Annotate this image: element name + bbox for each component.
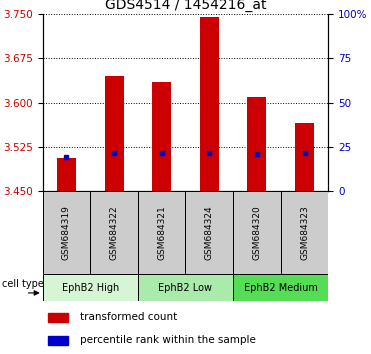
Text: GSM684322: GSM684322 xyxy=(109,205,119,260)
Bar xyxy=(138,191,186,274)
Bar xyxy=(48,313,68,322)
Text: transformed count: transformed count xyxy=(80,312,177,322)
Text: cell type: cell type xyxy=(2,279,44,289)
Bar xyxy=(233,274,328,301)
Bar xyxy=(200,17,219,191)
Title: GDS4514 / 1454216_at: GDS4514 / 1454216_at xyxy=(105,0,266,12)
Bar xyxy=(152,82,171,191)
Bar xyxy=(105,76,124,191)
Text: EphB2 Medium: EphB2 Medium xyxy=(244,282,318,293)
Text: GSM684320: GSM684320 xyxy=(252,205,262,260)
Bar xyxy=(43,274,138,301)
Text: GSM684321: GSM684321 xyxy=(157,205,166,260)
Text: GSM684323: GSM684323 xyxy=(300,205,309,260)
Text: percentile rank within the sample: percentile rank within the sample xyxy=(80,335,256,345)
Text: EphB2 High: EphB2 High xyxy=(62,282,119,293)
Bar xyxy=(43,191,90,274)
Bar xyxy=(90,191,138,274)
Text: EphB2 Low: EphB2 Low xyxy=(158,282,213,293)
Bar xyxy=(233,191,281,274)
Bar xyxy=(186,191,233,274)
Bar xyxy=(281,191,328,274)
Bar xyxy=(57,158,76,191)
Bar xyxy=(247,97,266,191)
Bar xyxy=(295,123,314,191)
Bar xyxy=(138,274,233,301)
Text: GSM684319: GSM684319 xyxy=(62,205,71,260)
Text: GSM684324: GSM684324 xyxy=(205,205,214,260)
Bar xyxy=(48,336,68,344)
